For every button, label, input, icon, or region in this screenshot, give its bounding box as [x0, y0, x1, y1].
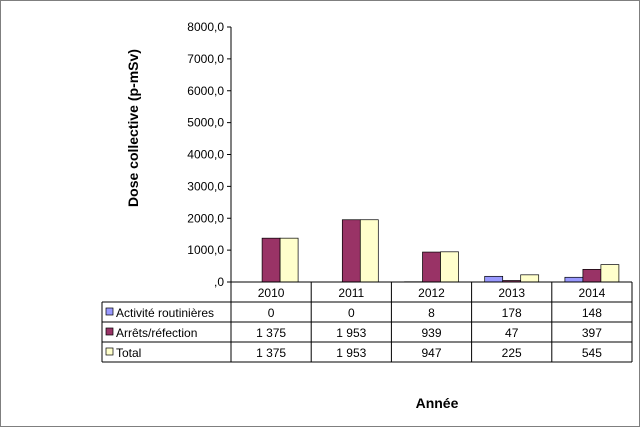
y-tick-label: 5000,0 — [187, 116, 224, 130]
data-label: 0 — [268, 306, 275, 320]
bar-total-2012 — [440, 251, 459, 283]
legend-key — [105, 327, 114, 336]
bar-arrets-2012 — [422, 251, 441, 283]
x-axis-title: Année — [416, 395, 459, 411]
legend-label: Activité routinières — [116, 306, 214, 320]
y-tick-label: 4000,0 — [187, 148, 224, 162]
y-axis-ticks: 8000,0 7000,0 6000,0 5000,0 4000,0 3000,0 2000… — [187, 20, 231, 289]
y-tick-label: 2000,0 — [187, 211, 224, 225]
x-tick-label: 2013 — [498, 286, 525, 300]
y-tick-label: ,0 — [214, 275, 224, 289]
y-tick-label: 1000,0 — [187, 243, 224, 257]
data-label: 1 953 — [336, 326, 366, 340]
y-axis-title: Dose collective (p-mSv) — [125, 49, 141, 207]
legend-label: Arrêts/réfection — [116, 326, 197, 340]
bar-total-2010 — [279, 237, 299, 283]
legend-label: Total — [116, 346, 141, 360]
data-label: 1 375 — [256, 346, 286, 360]
bar-arrets-2011 — [341, 219, 361, 283]
bar-total-2011 — [359, 219, 379, 283]
x-tick-label: 2014 — [579, 286, 606, 300]
data-label: 47 — [505, 326, 519, 340]
legend-key — [105, 347, 114, 356]
y-tick-label: 6000,0 — [187, 84, 224, 98]
bars — [261, 219, 620, 283]
x-tick-label: 2011 — [338, 286, 364, 300]
bar-arrets-2014 — [582, 268, 602, 283]
data-label: 939 — [421, 326, 441, 340]
bar-total-2014 — [600, 264, 620, 283]
data-label: 397 — [582, 326, 602, 340]
data-label: 178 — [502, 306, 522, 320]
data-label: 0 — [348, 306, 355, 320]
bar-arrets-2010 — [261, 237, 281, 283]
data-label: 148 — [582, 306, 602, 320]
legend-key — [105, 307, 114, 316]
data-label: 225 — [502, 346, 522, 360]
data-label: 947 — [421, 346, 441, 360]
x-tick-label: 2012 — [418, 286, 445, 300]
data-label: 1 375 — [256, 326, 286, 340]
data-label: 545 — [582, 346, 602, 360]
bar-activite-2013 — [484, 275, 504, 283]
axes — [230, 27, 632, 283]
y-tick-label: 8000,0 — [187, 20, 224, 34]
y-tick-label: 7000,0 — [187, 52, 224, 66]
bar-total-2013 — [520, 274, 540, 283]
y-tick-label: 3000,0 — [187, 179, 224, 193]
x-tick-label: 2010 — [258, 286, 285, 300]
data-table: 2010 2011 2012 2013 2014 Activité routinières… — [101, 282, 633, 363]
data-label: 1 953 — [336, 346, 366, 360]
bar-activite-2014 — [564, 276, 584, 283]
data-label: 8 — [428, 306, 435, 320]
